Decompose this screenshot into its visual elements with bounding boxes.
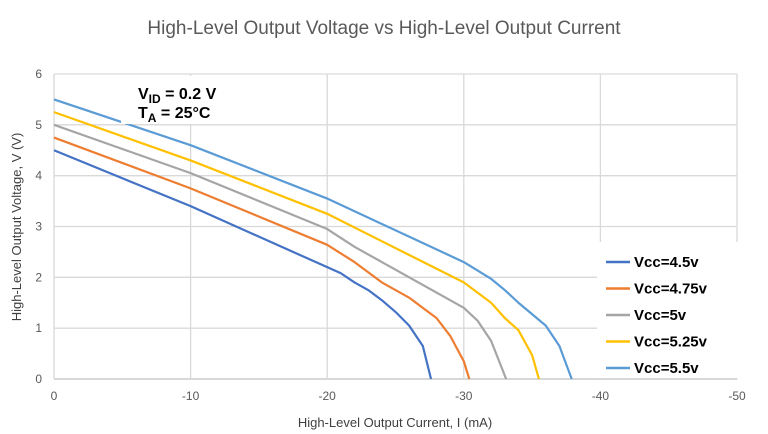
- x-tick-label: -40: [592, 389, 610, 403]
- series-line: [53, 123, 508, 380]
- series-line: [53, 136, 471, 380]
- y-tick-label: 6: [35, 67, 42, 81]
- legend-entry: Vcc=4.75v: [634, 281, 708, 298]
- x-tick-label: -50: [728, 389, 746, 403]
- annotation-vid: VID = 0.2 V: [138, 86, 217, 106]
- x-axis-label: High-Level Output Current, I (mA): [298, 415, 492, 430]
- y-tick-label: 3: [35, 220, 42, 234]
- series-line: [53, 98, 573, 380]
- x-tick-label: -10: [182, 389, 200, 403]
- x-tick-label: 0: [51, 389, 58, 403]
- annotation-ta: TA = 25°C: [138, 105, 211, 125]
- chart-title: High-Level Output Voltage vs High-Level …: [147, 18, 621, 39]
- y-tick-label: 0: [35, 372, 42, 386]
- y-tick-label: 4: [35, 169, 42, 183]
- legend-entry: Vcc=4.5v: [634, 254, 699, 271]
- annotation-box: VID = 0.2 V TA = 25°C: [121, 76, 237, 125]
- legend: Vcc=4.5v Vcc=4.75v Vcc=5v Vcc=5.25v Vcc=5.5v: [597, 242, 739, 378]
- legend-entry: Vcc=5.25v: [634, 334, 708, 351]
- y-tick-label: 5: [35, 118, 42, 132]
- legend-entry: Vcc=5v: [634, 307, 687, 324]
- series-line: [53, 149, 433, 380]
- y-axis-label: High-Level Output Voltage, V (V): [9, 133, 24, 322]
- y-tick-label: 2: [35, 270, 42, 284]
- legend-background: [597, 242, 739, 378]
- x-tick-label: -30: [455, 389, 473, 403]
- series-line: [53, 111, 540, 380]
- legend-entry: Vcc=5.5v: [634, 360, 699, 377]
- y-tick-label: 1: [35, 321, 42, 335]
- x-tick-label: -20: [319, 389, 337, 403]
